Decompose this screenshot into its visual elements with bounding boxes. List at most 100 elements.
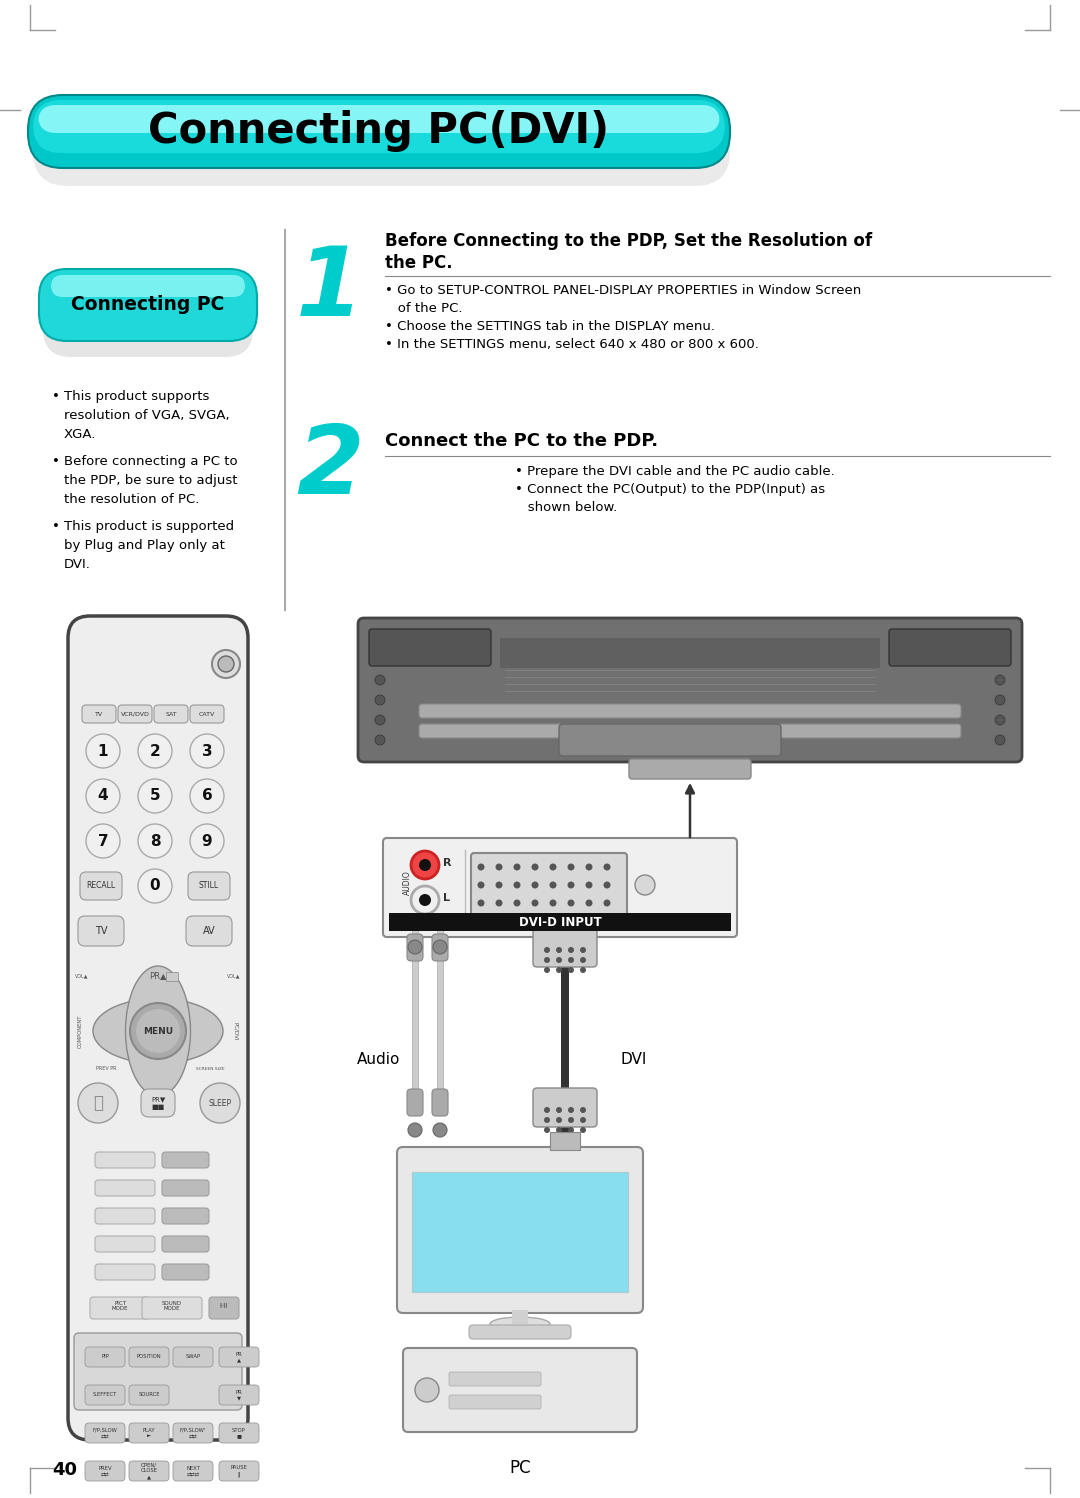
Text: F/P,SLOW'
⇄⇄: F/P,SLOW' ⇄⇄ (179, 1428, 206, 1438)
Text: Connecting PC(DVI): Connecting PC(DVI) (148, 111, 609, 153)
Circle shape (138, 824, 172, 858)
Text: 5: 5 (150, 788, 160, 803)
Circle shape (995, 676, 1005, 685)
Circle shape (556, 1107, 562, 1113)
FancyBboxPatch shape (129, 1347, 168, 1368)
Circle shape (375, 715, 384, 725)
Text: SCREEN SIZE: SCREEN SIZE (195, 1067, 225, 1071)
Circle shape (477, 863, 485, 870)
Text: PICT
MODE: PICT MODE (111, 1300, 129, 1311)
FancyBboxPatch shape (85, 1386, 125, 1405)
Circle shape (496, 899, 502, 906)
Circle shape (604, 899, 610, 906)
Text: VOL▲: VOL▲ (76, 974, 89, 978)
Bar (437, 915, 443, 1100)
FancyBboxPatch shape (154, 706, 188, 724)
FancyBboxPatch shape (219, 1423, 259, 1443)
Circle shape (568, 957, 573, 963)
FancyBboxPatch shape (403, 1348, 637, 1432)
Circle shape (190, 734, 224, 768)
Circle shape (544, 1118, 550, 1124)
FancyBboxPatch shape (162, 1180, 210, 1195)
Text: TV: TV (95, 926, 107, 936)
Circle shape (433, 1124, 447, 1137)
Circle shape (580, 1107, 586, 1113)
Text: AV: AV (203, 926, 215, 936)
Text: OPEN/
CLOSE
▲: OPEN/ CLOSE ▲ (140, 1462, 158, 1480)
Text: SLEEP: SLEEP (208, 1098, 231, 1107)
Text: 3: 3 (202, 743, 213, 758)
Text: DVI: DVI (620, 1053, 646, 1068)
Circle shape (477, 899, 485, 906)
Text: PLAY
►: PLAY ► (143, 1428, 156, 1438)
FancyBboxPatch shape (190, 706, 224, 724)
FancyBboxPatch shape (38, 105, 720, 133)
Text: PR▲: PR▲ (149, 972, 166, 981)
FancyBboxPatch shape (407, 933, 423, 962)
Text: STOP
■: STOP ■ (232, 1428, 246, 1438)
Text: DVI-D INPUT: DVI-D INPUT (518, 915, 602, 929)
Circle shape (544, 947, 550, 953)
FancyBboxPatch shape (188, 872, 230, 900)
Text: AUDIO: AUDIO (403, 870, 411, 894)
Circle shape (136, 1010, 180, 1053)
Text: 4: 4 (97, 788, 108, 803)
Circle shape (411, 885, 438, 914)
FancyBboxPatch shape (129, 1386, 168, 1405)
Circle shape (496, 881, 502, 888)
Circle shape (585, 881, 593, 888)
FancyBboxPatch shape (357, 619, 1022, 762)
FancyBboxPatch shape (68, 616, 248, 1440)
Circle shape (567, 863, 575, 870)
Text: PR
▲: PR ▲ (235, 1351, 242, 1362)
FancyBboxPatch shape (162, 1264, 210, 1279)
FancyBboxPatch shape (419, 724, 961, 739)
Text: STILL: STILL (199, 881, 219, 890)
FancyBboxPatch shape (95, 1264, 156, 1279)
Text: Connect the PC to the PDP.: Connect the PC to the PDP. (384, 431, 658, 449)
FancyBboxPatch shape (162, 1152, 210, 1168)
Text: I·II: I·II (220, 1303, 228, 1309)
Text: 2: 2 (296, 421, 364, 514)
FancyBboxPatch shape (449, 1372, 541, 1386)
Circle shape (567, 881, 575, 888)
Circle shape (190, 824, 224, 858)
Circle shape (477, 881, 485, 888)
Circle shape (375, 676, 384, 685)
FancyBboxPatch shape (210, 1297, 239, 1320)
Text: the resolution of PC.: the resolution of PC. (64, 493, 200, 506)
Text: 9: 9 (202, 833, 213, 848)
Text: PREV
⇄⇄: PREV ⇄⇄ (98, 1465, 112, 1477)
Text: resolution of VGA, SVGA,: resolution of VGA, SVGA, (64, 409, 230, 422)
Circle shape (567, 899, 575, 906)
Text: SOURCE: SOURCE (138, 1393, 160, 1398)
Circle shape (585, 899, 593, 906)
Bar (561, 935, 569, 1150)
Text: by Plug and Play only at: by Plug and Play only at (64, 539, 225, 551)
FancyBboxPatch shape (471, 852, 627, 917)
Ellipse shape (93, 999, 222, 1064)
FancyBboxPatch shape (85, 1347, 125, 1368)
Circle shape (568, 1126, 573, 1132)
Circle shape (556, 1126, 562, 1132)
Ellipse shape (490, 1317, 550, 1332)
Text: CATV: CATV (199, 712, 215, 716)
Text: PR
▼: PR ▼ (235, 1390, 242, 1401)
Circle shape (544, 1126, 550, 1132)
Text: PAUSE
‖: PAUSE ‖ (230, 1465, 247, 1477)
Text: •: • (52, 520, 59, 533)
FancyBboxPatch shape (75, 1333, 242, 1410)
FancyBboxPatch shape (889, 629, 1011, 667)
Circle shape (408, 1124, 422, 1137)
FancyBboxPatch shape (85, 1461, 125, 1482)
Text: NEXT
⇄⇄⇄: NEXT ⇄⇄⇄ (186, 1465, 200, 1477)
FancyBboxPatch shape (219, 1386, 259, 1405)
Circle shape (513, 881, 521, 888)
Text: 2: 2 (150, 743, 160, 758)
Text: DVI.: DVI. (64, 557, 91, 571)
Text: •: • (52, 455, 59, 467)
Bar (411, 915, 418, 1100)
FancyBboxPatch shape (369, 629, 491, 667)
Circle shape (568, 1107, 573, 1113)
Text: VCR/DVD: VCR/DVD (121, 712, 149, 716)
